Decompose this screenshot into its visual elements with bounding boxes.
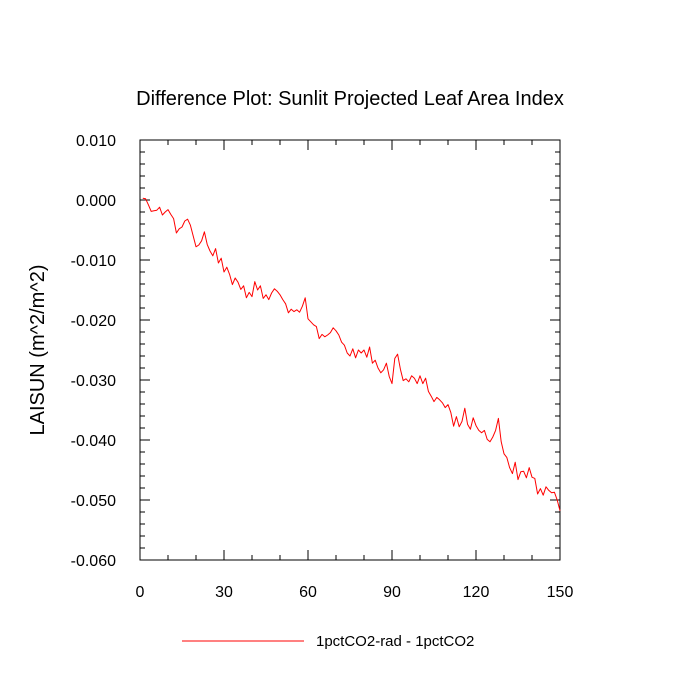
x-tick-label: 90	[383, 584, 401, 601]
series-layer	[142, 197, 561, 511]
y-axis-label: LAISUN (m^2/m^2)	[27, 264, 49, 435]
plot-frame	[139, 139, 561, 561]
y-tick-label: 0.010	[76, 133, 116, 150]
x-tick-label: 120	[463, 584, 490, 601]
x-tick-label: 30	[215, 584, 233, 601]
y-tick-label: -0.040	[71, 433, 116, 450]
plot-border	[139, 139, 561, 561]
y-tick-label: -0.020	[71, 313, 116, 330]
x-tick-label: 150	[547, 584, 574, 601]
x-tick-label: 0	[136, 584, 145, 601]
legend-label: 1pctCO2-rad - 1pctCO2	[316, 633, 474, 650]
legend: 1pctCO2-rad - 1pctCO2	[182, 633, 474, 650]
x-tick-label: 60	[299, 584, 317, 601]
y-tick-label: -0.010	[71, 253, 116, 270]
axis-ticks: 0 30 60 90 120 150 0.010 0.000 -0.010 -0.020 -0.03…	[71, 133, 574, 601]
y-tick-label: -0.060	[71, 553, 116, 570]
y-tick-label: 0.000	[76, 193, 116, 210]
series-line-0	[142, 197, 561, 511]
chart-title: Difference Plot: Sunlit Projected Leaf A…	[136, 88, 564, 110]
y-tick-label: -0.050	[71, 493, 116, 510]
y-tick-label: -0.030	[71, 373, 116, 390]
